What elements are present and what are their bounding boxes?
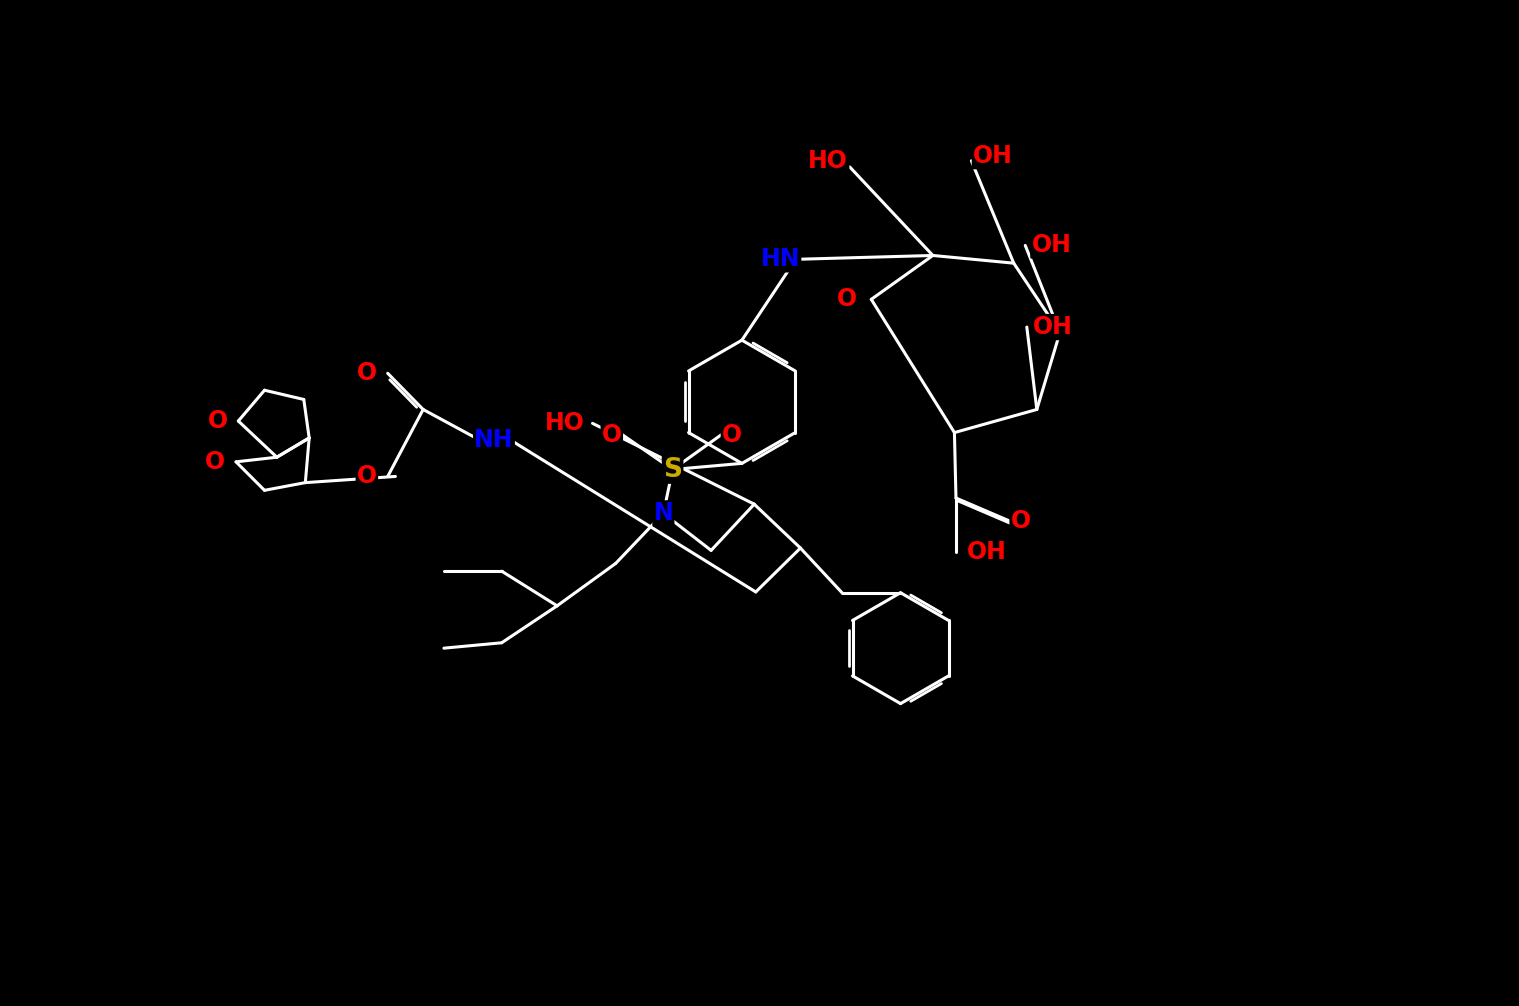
Text: O: O [837,288,857,312]
Text: O: O [205,450,225,474]
Text: O: O [602,423,621,447]
Text: O: O [1010,509,1031,533]
Text: O: O [357,361,377,385]
Text: O: O [208,409,228,433]
Text: HO: HO [545,411,585,436]
Text: NH: NH [474,429,513,453]
Text: N: N [653,501,673,525]
Text: OH: OH [1033,315,1072,339]
Text: OH: OH [972,144,1013,168]
Text: HN: HN [761,247,801,272]
Text: OH: OH [966,540,1007,564]
Text: O: O [357,465,377,489]
Text: HO: HO [808,149,848,173]
Text: S: S [664,457,682,483]
Text: OH: OH [1031,233,1071,258]
Text: O: O [722,423,741,447]
